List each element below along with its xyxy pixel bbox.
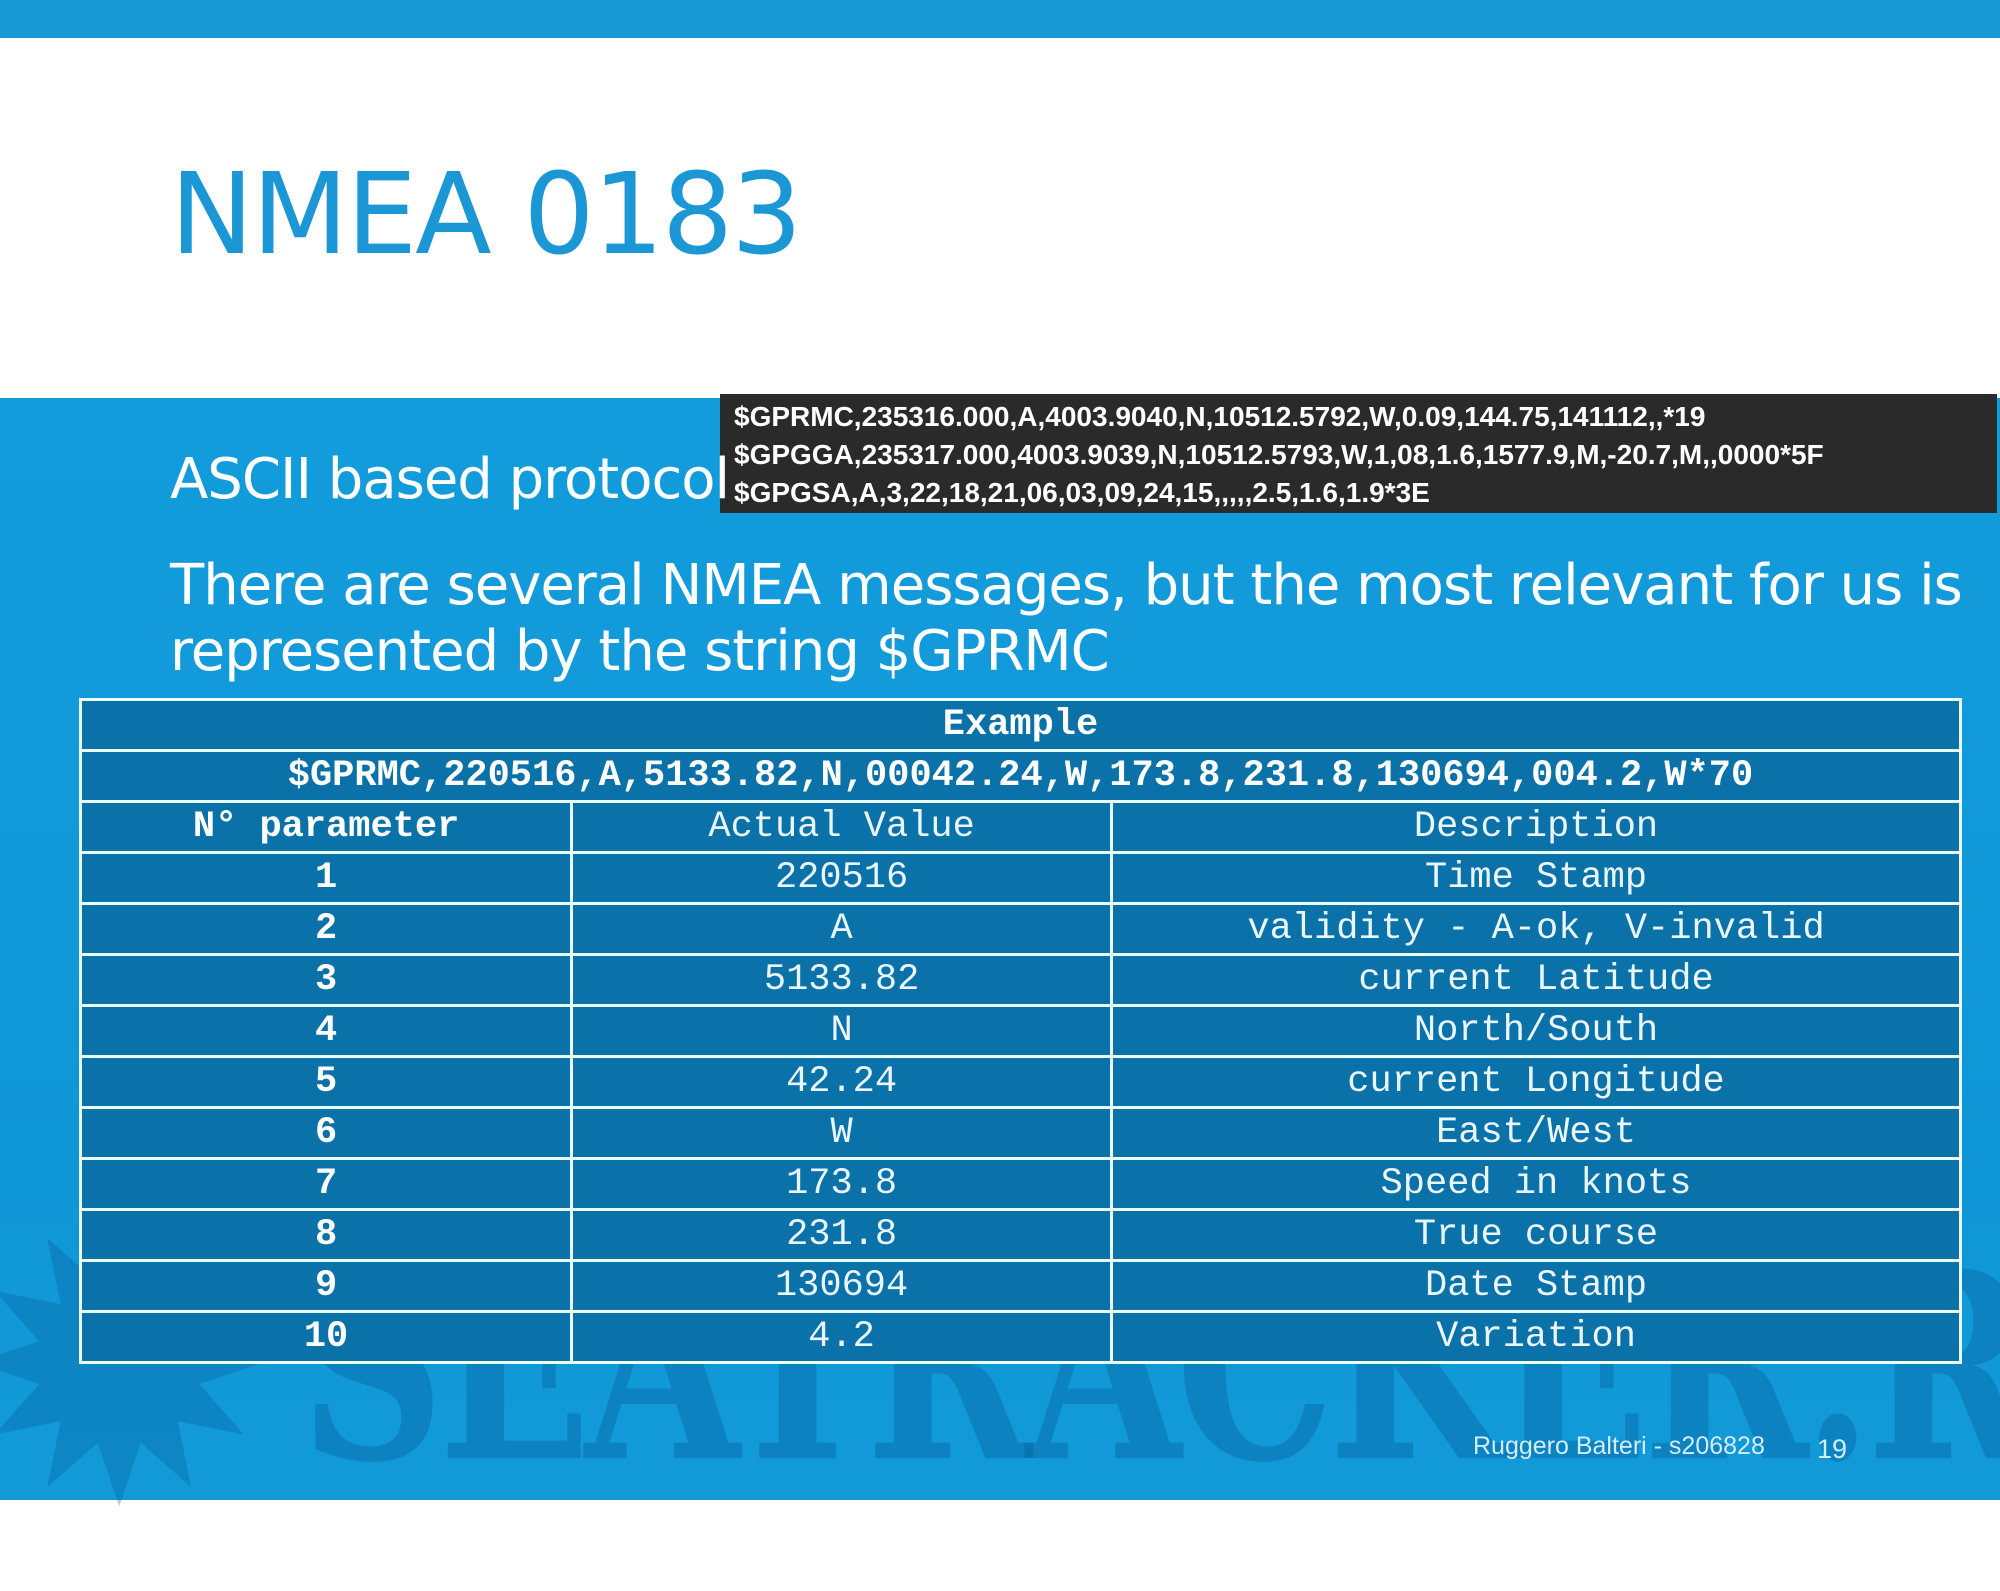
cell-value: 231.8 — [570, 1208, 1114, 1262]
code-line: $GPGGA,235317.000,4003.9039,N,10512.5793… — [734, 439, 1824, 470]
cell-value: 220516 — [570, 851, 1114, 905]
cell-value: N — [570, 1004, 1114, 1058]
cell-param: 1 — [78, 851, 574, 905]
cell-value: 42.24 — [570, 1055, 1114, 1109]
bullet-messages-line2: represented by the string $GPRMC — [170, 619, 1110, 684]
footer-author: Ruggero Balteri - s206828 — [1473, 1432, 1765, 1460]
top-accent-bar — [0, 0, 2000, 38]
header-description: Description — [1110, 800, 1962, 854]
cell-description: current Longitude — [1110, 1055, 1962, 1109]
cell-param: 10 — [78, 1310, 574, 1364]
gprmc-table: Example $GPRMC,220516,A,5133.82,N,00042.… — [78, 698, 1962, 1364]
cell-description: North/South — [1110, 1004, 1962, 1058]
cell-param: 4 — [78, 1004, 574, 1058]
cell-param: 2 — [78, 902, 574, 956]
header-value: Actual Value — [570, 800, 1114, 854]
cell-param: 8 — [78, 1208, 574, 1262]
cell-description: current Latitude — [1110, 953, 1962, 1007]
table-row: 1 220516 Time Stamp — [78, 851, 1962, 905]
table-caption-row: Example — [79, 698, 1962, 752]
header-parameter: N° parameter — [78, 800, 574, 854]
table-row: 9 130694 Date Stamp — [78, 1259, 1962, 1313]
cell-description: validity - A-ok, V-invalid — [1110, 902, 1962, 956]
cell-param: 6 — [78, 1106, 574, 1160]
table-row: 7 173.8 Speed in knots — [78, 1157, 1962, 1211]
cell-description: Date Stamp — [1110, 1259, 1962, 1313]
bullet-ascii: ASCII based protocol — [170, 447, 730, 512]
cell-param: 7 — [78, 1157, 574, 1211]
table-row: 3 5133.82 current Latitude — [78, 953, 1962, 1007]
cell-description: Variation — [1110, 1310, 1962, 1364]
table-example-row: $GPRMC,220516,A,5133.82,N,00042.24,W,173… — [79, 749, 1962, 803]
cell-description: Time Stamp — [1110, 851, 1962, 905]
table-row: 5 42.24 current Longitude — [78, 1055, 1962, 1109]
cell-param: 5 — [78, 1055, 574, 1109]
cell-value: 173.8 — [570, 1157, 1114, 1211]
code-line: $GPGSA,A,3,22,18,21,06,03,09,24,15,,,,,2… — [734, 477, 1430, 508]
example-string: $GPRMC,220516,A,5133.82,N,00042.24,W,173… — [79, 749, 1962, 803]
code-line: $GPRMC,235316.000,A,4003.9040,N,10512.57… — [734, 401, 1706, 432]
cell-description: East/West — [1110, 1106, 1962, 1160]
cell-value: 5133.82 — [570, 953, 1114, 1007]
slide-title: NMEA 0183 — [170, 150, 802, 280]
cell-value: W — [570, 1106, 1114, 1160]
cell-value: A — [570, 902, 1114, 956]
cell-value: 130694 — [570, 1259, 1114, 1313]
cell-param: 9 — [78, 1259, 574, 1313]
table-row: 8 231.8 True course — [78, 1208, 1962, 1262]
table-row: 4 N North/South — [78, 1004, 1962, 1058]
table-caption: Example — [79, 698, 1962, 752]
page-number: 19 — [1817, 1434, 1848, 1464]
cell-param: 3 — [78, 953, 574, 1007]
nmea-code-sample: $GPRMC,235316.000,A,4003.9040,N,10512.57… — [720, 394, 1997, 513]
cell-description: Speed in knots — [1110, 1157, 1962, 1211]
cell-value: 4.2 — [570, 1310, 1114, 1364]
table-row: 10 4.2 Variation — [78, 1310, 1962, 1364]
cell-description: True course — [1110, 1208, 1962, 1262]
table-row: 6 W East/West — [78, 1106, 1962, 1160]
bullet-messages-line1: There are several NMEA messages, but the… — [170, 553, 1963, 618]
table-header-row: N° parameter Actual Value Description — [78, 800, 1962, 854]
